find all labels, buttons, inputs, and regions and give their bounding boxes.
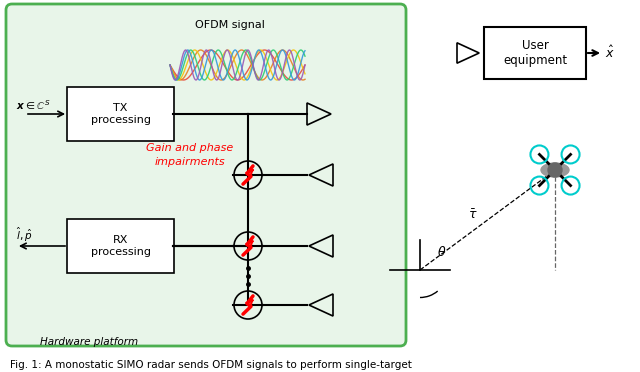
Text: $\hat{l}, \hat{p}$: $\hat{l}, \hat{p}$	[16, 226, 33, 244]
Text: OFDM signal: OFDM signal	[195, 20, 265, 30]
FancyBboxPatch shape	[6, 4, 406, 346]
Text: Gain and phase
impairments: Gain and phase impairments	[147, 143, 234, 167]
Text: TX
processing: TX processing	[90, 103, 150, 125]
Text: RX
processing: RX processing	[90, 235, 150, 257]
Text: $\boldsymbol{x} \in \mathbb{C}^S$: $\boldsymbol{x} \in \mathbb{C}^S$	[16, 98, 51, 112]
FancyBboxPatch shape	[67, 87, 174, 141]
FancyBboxPatch shape	[484, 27, 586, 79]
Text: $\theta$: $\theta$	[437, 245, 447, 259]
Text: Fig. 1: A monostatic SIMO radar sends OFDM signals to perform single-target: Fig. 1: A monostatic SIMO radar sends OF…	[10, 360, 412, 370]
Text: Hardware platform: Hardware platform	[40, 337, 138, 347]
Ellipse shape	[541, 163, 569, 177]
Text: $\hat{x}$: $\hat{x}$	[605, 45, 615, 61]
Text: $\bar{\tau}$: $\bar{\tau}$	[468, 208, 477, 222]
FancyBboxPatch shape	[67, 219, 174, 273]
Text: User
equipment: User equipment	[503, 39, 567, 67]
Circle shape	[548, 163, 562, 177]
